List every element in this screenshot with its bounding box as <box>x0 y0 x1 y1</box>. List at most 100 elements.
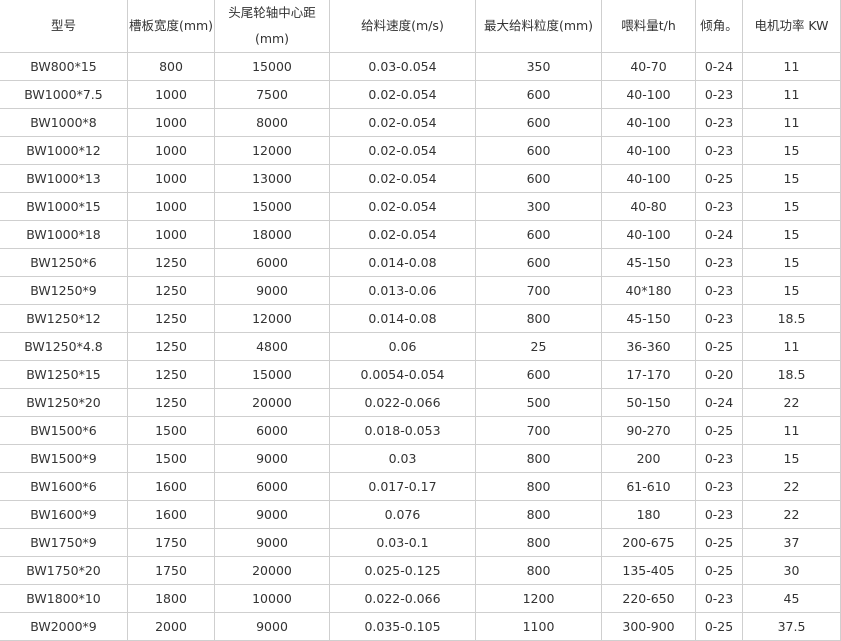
header-max-feed-size: 最大给料粒度(mm) <box>475 0 602 53</box>
cell-motor-power: 15 <box>742 220 841 249</box>
table-row: BW1600*6 1600 6000 0.017-0.17 800 61-610 0-23 2… <box>0 472 841 501</box>
cell-inclination: 0-23 <box>695 584 743 613</box>
cell-feed-capacity: 200 <box>601 444 696 473</box>
cell-model: BW1000*13 <box>0 164 128 193</box>
cell-motor-power: 30 <box>742 556 841 585</box>
cell-center-distance: 9000 <box>214 276 330 305</box>
table-row: BW1250*12 1250 12000 0.014-0.08 800 45-150 0-2… <box>0 304 841 333</box>
cell-center-distance: 18000 <box>214 220 330 249</box>
table-row: BW1250*15 1250 15000 0.0054-0.054 600 17-170 0… <box>0 360 841 389</box>
cell-max-feed-size: 800 <box>475 556 602 585</box>
cell-feed-speed: 0.03 <box>329 444 476 473</box>
table-row: BW1000*12 1000 12000 0.02-0.054 600 40-100 0-2… <box>0 136 841 165</box>
cell-inclination: 0-25 <box>695 556 743 585</box>
cell-inclination: 0-23 <box>695 500 743 529</box>
cell-center-distance: 6000 <box>214 248 330 277</box>
cell-trough-width: 1000 <box>127 220 215 249</box>
cell-feed-capacity: 45-150 <box>601 248 696 277</box>
cell-trough-width: 1250 <box>127 332 215 361</box>
table-row: BW1000*8 1000 8000 0.02-0.054 600 40-100 0-23 1… <box>0 108 841 137</box>
cell-motor-power: 18.5 <box>742 360 841 389</box>
cell-trough-width: 1500 <box>127 444 215 473</box>
cell-center-distance: 9000 <box>214 444 330 473</box>
cell-model: BW800*15 <box>0 52 128 81</box>
cell-feed-speed: 0.02-0.054 <box>329 136 476 165</box>
cell-center-distance: 8000 <box>214 108 330 137</box>
header-feed-speed: 给料速度(m/s) <box>329 0 476 53</box>
cell-center-distance: 9000 <box>214 528 330 557</box>
cell-inclination: 0-25 <box>695 612 743 641</box>
header-row: 型号 槽板宽度(mm) 头尾轮轴中心距(mm) 给料速度(m/s) 最大给料粒度(mm)… <box>0 0 841 53</box>
cell-feed-capacity: 40-100 <box>601 136 696 165</box>
cell-max-feed-size: 800 <box>475 304 602 333</box>
cell-max-feed-size: 800 <box>475 528 602 557</box>
cell-inclination: 0-23 <box>695 276 743 305</box>
cell-feed-capacity: 61-610 <box>601 472 696 501</box>
cell-inclination: 0-23 <box>695 304 743 333</box>
table-row: BW2000*9 2000 9000 0.035-0.105 1100 300-900 0-… <box>0 612 841 641</box>
cell-max-feed-size: 500 <box>475 388 602 417</box>
cell-max-feed-size: 600 <box>475 136 602 165</box>
cell-center-distance: 6000 <box>214 416 330 445</box>
cell-motor-power: 22 <box>742 388 841 417</box>
cell-feed-speed: 0.022-0.066 <box>329 584 476 613</box>
cell-motor-power: 11 <box>742 80 841 109</box>
cell-max-feed-size: 1200 <box>475 584 602 613</box>
cell-trough-width: 1000 <box>127 164 215 193</box>
cell-trough-width: 1000 <box>127 192 215 221</box>
cell-trough-width: 800 <box>127 52 215 81</box>
cell-trough-width: 1600 <box>127 500 215 529</box>
cell-feed-capacity: 40-100 <box>601 80 696 109</box>
cell-feed-speed: 0.025-0.125 <box>329 556 476 585</box>
cell-feed-capacity: 40*180 <box>601 276 696 305</box>
cell-inclination: 0-25 <box>695 528 743 557</box>
cell-feed-capacity: 40-100 <box>601 164 696 193</box>
cell-trough-width: 1000 <box>127 80 215 109</box>
cell-max-feed-size: 600 <box>475 80 602 109</box>
cell-motor-power: 11 <box>742 108 841 137</box>
cell-center-distance: 15000 <box>214 360 330 389</box>
cell-trough-width: 1500 <box>127 416 215 445</box>
cell-inclination: 0-23 <box>695 108 743 137</box>
header-feed-capacity: 喂料量t/h <box>601 0 696 53</box>
cell-inclination: 0-24 <box>695 388 743 417</box>
cell-trough-width: 1250 <box>127 388 215 417</box>
cell-inclination: 0-25 <box>695 416 743 445</box>
cell-max-feed-size: 600 <box>475 164 602 193</box>
cell-feed-speed: 0.013-0.06 <box>329 276 476 305</box>
cell-feed-capacity: 40-80 <box>601 192 696 221</box>
cell-center-distance: 13000 <box>214 164 330 193</box>
cell-max-feed-size: 800 <box>475 444 602 473</box>
cell-max-feed-size: 700 <box>475 416 602 445</box>
header-trough-width: 槽板宽度(mm) <box>127 0 215 53</box>
cell-trough-width: 1750 <box>127 528 215 557</box>
cell-center-distance: 9000 <box>214 612 330 641</box>
cell-feed-capacity: 17-170 <box>601 360 696 389</box>
cell-motor-power: 22 <box>742 500 841 529</box>
cell-inclination: 0-24 <box>695 52 743 81</box>
cell-feed-speed: 0.014-0.08 <box>329 304 476 333</box>
cell-max-feed-size: 350 <box>475 52 602 81</box>
cell-model: BW1600*9 <box>0 500 128 529</box>
cell-model: BW1000*8 <box>0 108 128 137</box>
cell-motor-power: 11 <box>742 332 841 361</box>
cell-trough-width: 1250 <box>127 304 215 333</box>
table-row: BW1750*20 1750 20000 0.025-0.125 800 135-405 0… <box>0 556 841 585</box>
cell-trough-width: 1600 <box>127 472 215 501</box>
cell-motor-power: 37.5 <box>742 612 841 641</box>
cell-feed-capacity: 135-405 <box>601 556 696 585</box>
cell-trough-width: 1000 <box>127 136 215 165</box>
cell-trough-width: 2000 <box>127 612 215 641</box>
cell-center-distance: 10000 <box>214 584 330 613</box>
cell-model: BW1750*20 <box>0 556 128 585</box>
table-row: BW1800*10 1800 10000 0.022-0.066 1200 220-650… <box>0 584 841 613</box>
cell-motor-power: 18.5 <box>742 304 841 333</box>
cell-feed-speed: 0.022-0.066 <box>329 388 476 417</box>
cell-max-feed-size: 600 <box>475 220 602 249</box>
cell-model: BW1500*6 <box>0 416 128 445</box>
cell-max-feed-size: 600 <box>475 248 602 277</box>
cell-max-feed-size: 800 <box>475 500 602 529</box>
cell-inclination: 0-23 <box>695 80 743 109</box>
cell-feed-capacity: 90-270 <box>601 416 696 445</box>
